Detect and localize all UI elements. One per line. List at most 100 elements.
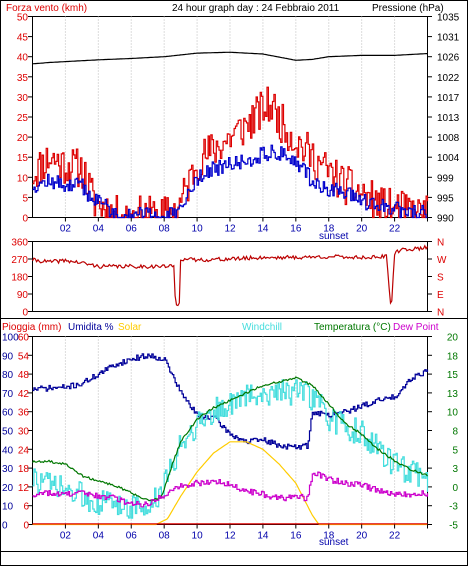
pressure-y-tick-label: 1017 [437, 93, 460, 104]
series-line-dew-point [32, 471, 429, 508]
temperature-y-tick-label: 8 [452, 427, 458, 438]
wind-y-tick-label: 40 [17, 53, 29, 64]
pressure-y-tick-label: 1008 [437, 133, 460, 144]
wind-y-tick-label: 0 [22, 214, 28, 225]
humidity-y-tick-label: 80 [2, 370, 14, 381]
legend-pioggia-mm: Pioggia (mm) [2, 322, 61, 333]
cardinal-tick-label: E [437, 290, 444, 301]
temperature-y-tick-label: 13 [447, 389, 459, 400]
pressure-y-tick-label: 1031 [437, 33, 460, 44]
series-line-temperatura-c [32, 376, 428, 502]
temperature-y-tick-label: 3 [452, 464, 458, 475]
legend-windchill: Windchill [242, 322, 282, 333]
wind-x-tick-label: 04 [93, 224, 105, 235]
rain-y-tick-label: 60 [18, 333, 30, 344]
direction-y-tick-label: 360 [11, 238, 28, 249]
pressure-axis-ticks: 990 995 999 1004 1008 1013 1017 1022 1026 1031 103… [427, 13, 460, 225]
chart-title: 24 hour graph day : 24 Febbraio 2011 [172, 3, 340, 14]
direction-series [31, 244, 429, 307]
wind-plot-grid [64, 16, 396, 218]
temperature-y-tick-label: -3 [449, 502, 458, 513]
legend-temperatura-c: Temperatura (°C) [314, 322, 391, 333]
meteo-right-axis-ticks: -5 -3 0 3 5 8 10 13 15 18 20 [427, 333, 459, 532]
meteo-series [32, 353, 429, 526]
humidity-y-tick-label: 0 [2, 521, 8, 532]
wind-axis-ticks: 0 5 10 15 20 25 30 35 40 45 50 [17, 13, 33, 225]
pressure-y-tick-label: 995 [437, 193, 454, 204]
direction-y-tick-label: 180 [11, 273, 28, 284]
wind-x-tick-label: 02 [60, 224, 72, 235]
meteo-x-tick-label: 22 [389, 531, 401, 542]
series-line-raffica [32, 144, 428, 219]
rain-y-tick-label: 12 [18, 483, 30, 494]
wind-x-tick-label: 06 [126, 224, 138, 235]
rain-y-tick-label: 54 [18, 351, 30, 362]
meteo-x-tick-label: 06 [126, 531, 138, 542]
series-line-windchill [32, 379, 429, 519]
legend-solar: Solar [118, 322, 142, 333]
humidity-y-tick-label: 50 [2, 427, 14, 438]
humidity-y-tick-label: 70 [2, 389, 14, 400]
humidity-y-tick-label: 10 [2, 502, 14, 513]
series-line-pressione-hpa [32, 51, 428, 65]
cardinal-tick-label: N [437, 238, 444, 249]
pressure-y-tick-label: 1013 [437, 113, 460, 124]
direction-y-tick-label: 270 [11, 255, 28, 266]
temperature-y-tick-label: 5 [452, 445, 458, 456]
meteo-left-axis-ticks: 0 10 20 30 40 50 60 70 80 90 100 0 6 12 18 24 30 36 42 48 54… [2, 333, 33, 532]
pressure-y-tick-label: 1004 [437, 153, 460, 164]
humidity-y-tick-label: 30 [2, 464, 14, 475]
wind-x-tick-label: 16 [290, 224, 302, 235]
cardinal-tick-label: S [437, 273, 444, 284]
wind-x-tick-label: 20 [356, 224, 368, 235]
meteo-x-tick-label: 20 [356, 531, 368, 542]
wind-y-tick-label: 15 [17, 153, 29, 164]
direction-y-tick-label: 90 [17, 290, 29, 301]
wind-sunset-label: sunset [319, 231, 349, 242]
wind-x-tick-label: 10 [192, 224, 204, 235]
pressure-y-tick-label: 1022 [437, 73, 460, 84]
rain-y-tick-label: 0 [23, 521, 29, 532]
humidity-y-tick-label: 90 [2, 351, 14, 362]
wind-x-tick-label: 18 [323, 224, 335, 235]
wind-x-tick-label: 08 [159, 224, 171, 235]
wind-x-tick-label: 12 [224, 224, 236, 235]
wind-x-tick-label: 22 [389, 224, 401, 235]
cardinal-tick-label: N [437, 308, 444, 319]
wind-y-tick-label: 35 [17, 73, 29, 84]
pressure-y-tick-label: 1026 [437, 53, 460, 64]
humidity-y-tick-label: 40 [2, 445, 14, 456]
pressure-y-tick-label: 1035 [437, 13, 460, 24]
legend-umidita: Umidita % [68, 322, 114, 333]
rain-y-tick-label: 42 [18, 389, 30, 400]
temperature-y-tick-label: 0 [452, 483, 458, 494]
temperature-y-tick-label: 10 [447, 408, 459, 419]
meteo-x-axis-ticks: 02 04 06 08 10 12 14 16 18 20 22 [60, 524, 428, 542]
meteo-sunset-label: sunset [319, 537, 349, 548]
meteo-x-tick-label: 12 [224, 531, 236, 542]
meteo-x-tick-label: 18 [323, 531, 335, 542]
temperature-y-tick-label: 18 [447, 351, 459, 362]
rain-y-tick-label: 18 [18, 464, 30, 475]
wind-x-tick-label: 14 [257, 224, 269, 235]
legend-dew-point: Dew Point [393, 322, 439, 333]
temperature-y-tick-label: 20 [447, 333, 459, 344]
wind-y-tick-label: 20 [17, 133, 29, 144]
cardinal-tick-label: W [437, 255, 447, 266]
rain-y-tick-label: 36 [18, 408, 30, 419]
humidity-y-tick-label: 20 [2, 483, 14, 494]
humidity-y-tick-label: 60 [2, 408, 14, 419]
direction-y-tick-label: 0 [22, 308, 28, 319]
rain-y-tick-label: 48 [18, 370, 30, 381]
meteo-x-tick-label: 10 [192, 531, 204, 542]
meteo-legend: Pioggia (mm) Umidita % Solar Windchill Tempe… [2, 322, 439, 333]
series-line-umidita [32, 353, 429, 450]
wind-y-tick-label: 30 [17, 93, 29, 104]
pressure-y-tick-label: 990 [437, 214, 454, 225]
wind-x-axis-ticks: 02 04 06 08 10 12 14 16 18 20 22 [60, 217, 428, 235]
rain-y-tick-label: 24 [18, 445, 30, 456]
pressure-axis-label: Pressione (hPa) [372, 3, 444, 14]
temperature-y-tick-label: -5 [449, 521, 458, 532]
